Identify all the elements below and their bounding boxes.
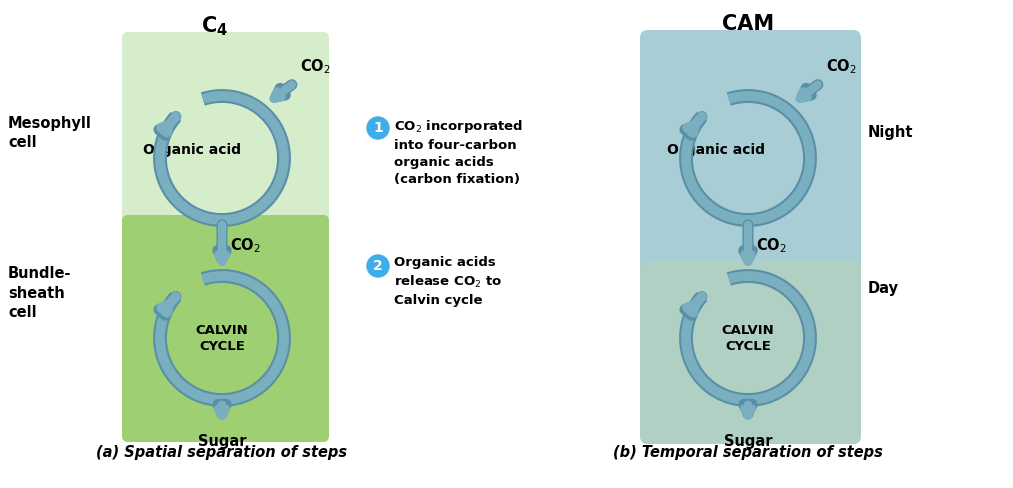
Text: CO$_2$: CO$_2$ xyxy=(756,237,787,255)
Text: Sugar: Sugar xyxy=(198,434,246,449)
Text: 1: 1 xyxy=(373,121,383,135)
Text: $\mathbf{C_4}$: $\mathbf{C_4}$ xyxy=(202,14,229,38)
Text: CALVIN
CYCLE: CALVIN CYCLE xyxy=(721,324,774,352)
Text: Mesophyll
cell: Mesophyll cell xyxy=(8,116,92,150)
Text: Organic acids
release CO$_2$ to
Calvin cycle: Organic acids release CO$_2$ to Calvin c… xyxy=(394,256,502,307)
Text: (b) Temporal separation of steps: (b) Temporal separation of steps xyxy=(613,445,883,460)
FancyBboxPatch shape xyxy=(122,32,329,289)
Text: CO$_2$ incorporated
into four-carbon
organic acids
(carbon fixation): CO$_2$ incorporated into four-carbon org… xyxy=(394,118,523,186)
Text: 2: 2 xyxy=(373,259,383,273)
Text: Organic acid: Organic acid xyxy=(667,143,765,157)
FancyBboxPatch shape xyxy=(122,215,329,442)
FancyBboxPatch shape xyxy=(640,30,861,444)
Text: Sugar: Sugar xyxy=(723,434,772,449)
Text: CO$_2$: CO$_2$ xyxy=(826,57,857,76)
Text: CALVIN
CYCLE: CALVIN CYCLE xyxy=(196,324,248,352)
FancyBboxPatch shape xyxy=(640,261,861,444)
Text: Bundle-
sheath
cell: Bundle- sheath cell xyxy=(8,265,72,320)
Text: CAM: CAM xyxy=(722,14,774,34)
Text: Day: Day xyxy=(868,281,899,296)
Text: (a) Spatial separation of steps: (a) Spatial separation of steps xyxy=(96,445,347,460)
Text: CO$_2$: CO$_2$ xyxy=(230,237,260,255)
Text: CO$_2$: CO$_2$ xyxy=(300,57,330,76)
Text: Night: Night xyxy=(868,125,914,141)
Circle shape xyxy=(367,255,389,277)
Text: Organic acid: Organic acid xyxy=(143,143,241,157)
Circle shape xyxy=(367,117,389,139)
